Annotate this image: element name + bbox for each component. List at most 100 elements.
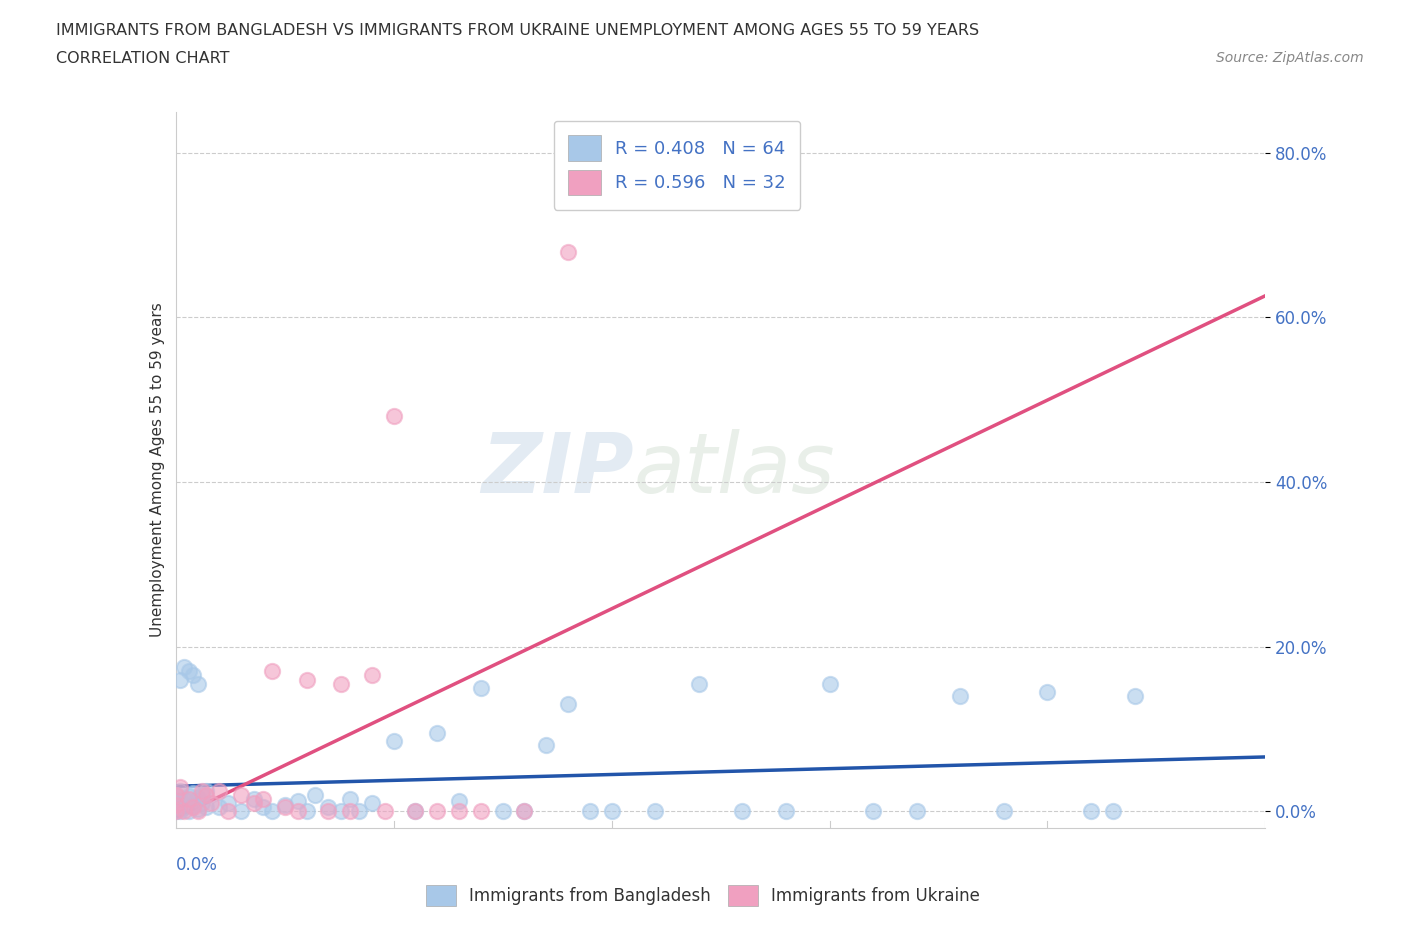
Point [169,795,191,810]
Point [775,804,797,818]
Point [470,804,492,818]
Point [382,408,405,423]
Point [217,804,239,818]
Point [862,804,884,818]
Point [405,804,427,818]
Point [208,800,231,815]
Point [173,791,195,806]
Point [360,668,382,683]
Point [426,804,449,818]
Point [447,794,470,809]
Point [339,791,361,806]
Point [208,783,231,798]
Point [243,791,266,806]
Text: Source: ZipAtlas.com: Source: ZipAtlas.com [1216,51,1364,65]
Point [374,804,396,818]
Point [173,800,195,815]
Point [382,734,405,749]
Point [1102,804,1125,818]
Point [186,804,209,818]
Point [243,795,266,810]
Point [165,788,187,803]
Point [217,795,239,810]
Point [169,672,191,687]
Point [195,800,218,815]
Point [186,790,209,805]
Point [1123,688,1146,703]
Y-axis label: Unemployment Among Ages 55 to 59 years: Unemployment Among Ages 55 to 59 years [149,302,165,637]
Point [295,672,318,687]
Point [177,664,200,679]
Point [165,797,187,812]
Point [173,804,195,818]
Point [181,786,204,801]
Point [513,804,536,818]
Text: atlas: atlas [633,429,835,511]
Point [186,676,209,691]
Point [231,788,253,803]
Point [905,804,928,818]
Point [405,804,427,818]
Point [426,725,449,740]
Point [993,804,1015,818]
Point [339,804,361,818]
Point [165,797,187,812]
Point [177,789,200,804]
Point [579,804,602,818]
Point [818,676,841,691]
Point [274,800,297,815]
Point [191,795,214,810]
Point [470,681,492,696]
Point [252,800,274,815]
Legend: R = 0.408   N = 64, R = 0.596   N = 32: R = 0.408 N = 64, R = 0.596 N = 32 [554,121,800,209]
Point [191,783,214,798]
Point [274,797,297,812]
Point [169,804,191,818]
Point [287,804,309,818]
Point [287,794,309,809]
Point [252,791,274,806]
Point [330,804,353,818]
Point [169,783,191,798]
Point [557,244,579,259]
Point [360,795,382,810]
Point [949,688,972,703]
Text: CORRELATION CHART: CORRELATION CHART [56,51,229,66]
Point [260,664,283,679]
Point [644,804,666,818]
Point [330,676,353,691]
Legend: Immigrants from Bangladesh, Immigrants from Ukraine: Immigrants from Bangladesh, Immigrants f… [419,879,987,912]
Point [181,797,204,812]
Text: 0.0%: 0.0% [176,857,218,874]
Point [347,804,370,818]
Point [181,800,204,815]
Point [295,804,318,818]
Point [165,804,187,818]
Point [200,795,222,810]
Text: IMMIGRANTS FROM BANGLADESH VS IMMIGRANTS FROM UKRAINE UNEMPLOYMENT AMONG AGES 55: IMMIGRANTS FROM BANGLADESH VS IMMIGRANTS… [56,23,980,38]
Point [447,804,470,818]
Point [165,804,187,818]
Point [173,659,195,674]
Point [165,794,187,809]
Point [318,804,340,818]
Point [304,788,326,803]
Point [186,802,209,817]
Point [195,788,218,803]
Point [165,800,187,815]
Point [1080,804,1102,818]
Point [688,676,710,691]
Point [600,804,623,818]
Point [260,804,283,818]
Point [1036,684,1059,699]
Point [165,788,187,803]
Point [181,668,204,683]
Point [513,804,536,818]
Point [731,804,754,818]
Point [534,737,557,752]
Point [191,788,214,803]
Point [177,791,200,806]
Point [557,697,579,711]
Point [177,804,200,818]
Point [318,800,340,815]
